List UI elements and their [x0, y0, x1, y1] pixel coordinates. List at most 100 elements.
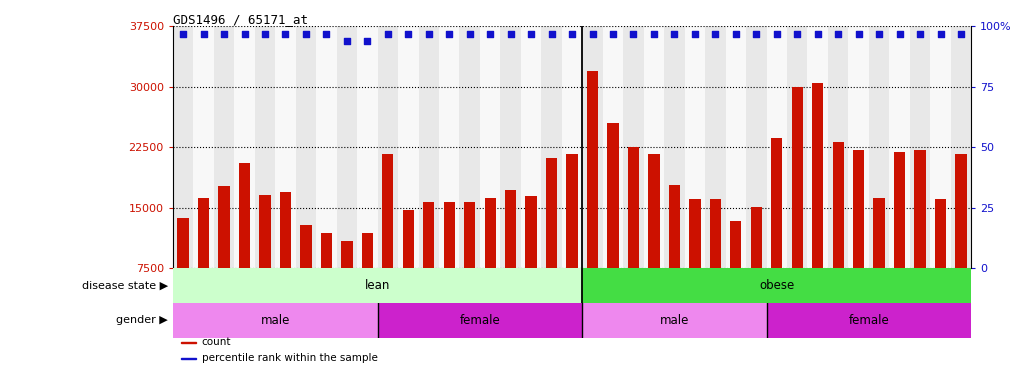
- Bar: [787, 26, 807, 268]
- Text: obese: obese: [759, 279, 794, 292]
- Bar: [583, 268, 971, 303]
- Point: [502, 30, 519, 36]
- Bar: [505, 190, 517, 328]
- Bar: [259, 195, 271, 328]
- Point: [298, 30, 314, 36]
- Bar: [300, 225, 311, 328]
- Bar: [710, 199, 721, 328]
- Bar: [255, 26, 276, 268]
- Point: [585, 30, 601, 36]
- Bar: [464, 202, 475, 328]
- Bar: [214, 26, 234, 268]
- Bar: [342, 242, 353, 328]
- Bar: [869, 26, 889, 268]
- Point: [257, 30, 274, 36]
- Bar: [931, 26, 951, 268]
- Point: [646, 30, 662, 36]
- Bar: [664, 26, 684, 268]
- Bar: [173, 268, 583, 303]
- Bar: [607, 123, 618, 328]
- Point: [728, 30, 744, 36]
- Bar: [362, 233, 373, 328]
- Bar: [889, 26, 910, 268]
- Bar: [178, 218, 189, 328]
- Point: [482, 30, 498, 36]
- Point: [462, 30, 478, 36]
- Bar: [316, 26, 337, 268]
- Bar: [644, 26, 664, 268]
- Point: [359, 38, 375, 44]
- Bar: [181, 358, 196, 359]
- Bar: [541, 26, 561, 268]
- Text: count: count: [201, 337, 231, 347]
- Point: [625, 30, 642, 36]
- Bar: [500, 26, 521, 268]
- Text: female: female: [848, 314, 889, 327]
- Bar: [914, 150, 925, 328]
- Point: [810, 30, 826, 36]
- Bar: [276, 26, 296, 268]
- Bar: [910, 26, 931, 268]
- Bar: [484, 198, 496, 328]
- Bar: [423, 202, 434, 328]
- Point: [523, 30, 539, 36]
- Point: [563, 30, 580, 36]
- Bar: [546, 158, 557, 328]
- Bar: [219, 186, 230, 328]
- Bar: [377, 303, 583, 338]
- Bar: [669, 185, 680, 328]
- Point: [236, 30, 252, 36]
- Bar: [648, 154, 660, 328]
- Point: [769, 30, 785, 36]
- Bar: [746, 26, 767, 268]
- Point: [441, 30, 458, 36]
- Point: [666, 30, 682, 36]
- Bar: [357, 26, 377, 268]
- Bar: [419, 26, 439, 268]
- Point: [175, 30, 191, 36]
- Point: [933, 30, 949, 36]
- Point: [318, 30, 335, 36]
- Point: [707, 30, 723, 36]
- Bar: [623, 26, 644, 268]
- Text: percentile rank within the sample: percentile rank within the sample: [201, 354, 377, 363]
- Bar: [443, 202, 455, 328]
- Bar: [690, 199, 701, 328]
- Bar: [771, 138, 782, 328]
- Bar: [853, 150, 864, 328]
- Point: [789, 30, 805, 36]
- Bar: [398, 26, 419, 268]
- Bar: [296, 26, 316, 268]
- Bar: [382, 154, 394, 328]
- Bar: [874, 198, 885, 328]
- Bar: [320, 233, 332, 328]
- Bar: [935, 199, 946, 328]
- Bar: [193, 26, 214, 268]
- Bar: [894, 152, 905, 328]
- Bar: [833, 141, 844, 328]
- Bar: [705, 26, 725, 268]
- Point: [871, 30, 887, 36]
- Bar: [848, 26, 869, 268]
- Bar: [627, 147, 639, 328]
- Bar: [173, 26, 193, 268]
- Text: female: female: [460, 314, 500, 327]
- Text: disease state ▶: disease state ▶: [81, 280, 168, 291]
- Bar: [684, 26, 705, 268]
- Bar: [439, 26, 460, 268]
- Bar: [587, 70, 598, 328]
- Text: GDS1496 / 65171_at: GDS1496 / 65171_at: [173, 13, 308, 26]
- Bar: [403, 210, 414, 328]
- Text: lean: lean: [365, 279, 391, 292]
- Bar: [198, 198, 210, 328]
- Bar: [566, 154, 578, 328]
- Point: [953, 30, 969, 36]
- Bar: [951, 26, 971, 268]
- Bar: [561, 26, 583, 268]
- Point: [195, 30, 212, 36]
- Bar: [173, 303, 377, 338]
- Bar: [337, 26, 357, 268]
- Point: [830, 30, 846, 36]
- Bar: [791, 87, 802, 328]
- Bar: [730, 220, 741, 328]
